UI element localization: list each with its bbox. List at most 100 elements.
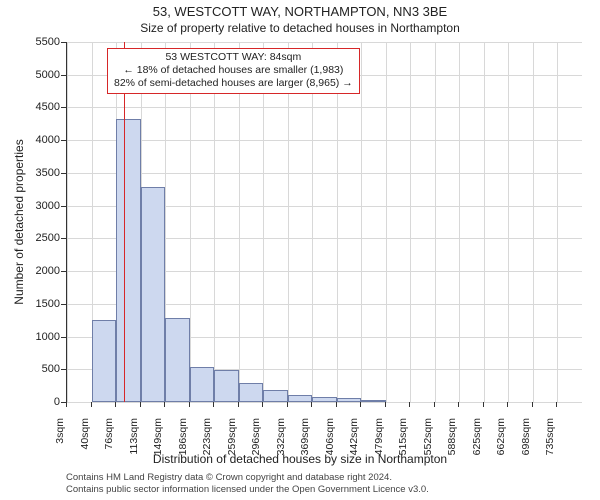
x-tick-mark <box>532 402 533 407</box>
histogram-bar <box>337 398 362 402</box>
y-tick-label: 1000 <box>10 331 60 343</box>
x-tick-label: 113sqm <box>128 418 140 468</box>
x-tick-label: 515sqm <box>397 418 409 468</box>
gridline-horizontal <box>67 140 582 141</box>
x-tick-mark <box>213 402 214 407</box>
gridline-vertical <box>190 42 191 402</box>
x-tick-mark <box>336 402 337 407</box>
y-tick-mark <box>61 75 66 76</box>
y-tick-label: 1500 <box>10 298 60 310</box>
y-tick-label: 4000 <box>10 134 60 146</box>
histogram-bar <box>288 395 313 402</box>
x-tick-label: 3sqm <box>54 418 66 468</box>
histogram-bar <box>165 318 190 402</box>
x-tick-mark <box>434 402 435 407</box>
x-tick-mark <box>507 402 508 407</box>
attribution: Contains HM Land Registry data © Crown c… <box>66 472 581 496</box>
x-tick-label: 332sqm <box>275 418 287 468</box>
x-tick-mark <box>409 402 410 407</box>
x-tick-mark <box>164 402 165 407</box>
gridline-vertical <box>67 42 68 402</box>
x-tick-label: 149sqm <box>152 418 164 468</box>
x-tick-mark <box>311 402 312 407</box>
y-tick-label: 4500 <box>10 101 60 113</box>
marker-line <box>124 42 125 402</box>
callout-line-3: 82% of semi-detached houses are larger (… <box>114 77 353 90</box>
x-tick-mark <box>287 402 288 407</box>
gridline-vertical <box>214 42 215 402</box>
x-tick-label: 406sqm <box>324 418 336 468</box>
y-tick-label: 5000 <box>10 69 60 81</box>
gridline-vertical <box>263 42 264 402</box>
gridline-vertical <box>557 42 558 402</box>
plot-area: 53 WESTCOTT WAY: 84sqm ← 18% of detached… <box>66 42 582 403</box>
x-tick-mark <box>115 402 116 407</box>
histogram-bar <box>214 370 239 402</box>
y-axis-title: Number of detached properties <box>12 139 26 304</box>
gridline-horizontal <box>67 107 582 108</box>
gridline-vertical <box>508 42 509 402</box>
histogram-bar <box>141 187 166 402</box>
y-tick-mark <box>61 304 66 305</box>
gridline-vertical <box>239 42 240 402</box>
y-tick-label: 2500 <box>10 232 60 244</box>
x-tick-label: 625sqm <box>471 418 483 468</box>
attribution-line-1: Contains HM Land Registry data © Crown c… <box>66 472 581 484</box>
x-tick-label: 735sqm <box>544 418 556 468</box>
histogram-bar <box>312 397 337 402</box>
y-tick-label: 3500 <box>10 167 60 179</box>
x-tick-label: 186sqm <box>177 418 189 468</box>
gridline-horizontal <box>67 173 582 174</box>
y-tick-mark <box>61 238 66 239</box>
gridline-vertical <box>533 42 534 402</box>
gridline-vertical <box>410 42 411 402</box>
histogram-bar <box>116 119 141 402</box>
x-tick-mark <box>483 402 484 407</box>
gridline-vertical <box>361 42 362 402</box>
x-tick-mark <box>458 402 459 407</box>
x-tick-label: 40sqm <box>79 418 91 468</box>
x-tick-label: 259sqm <box>226 418 238 468</box>
x-tick-mark <box>66 402 67 407</box>
chart-title-main: 53, WESTCOTT WAY, NORTHAMPTON, NN3 3BE <box>0 4 600 19</box>
x-tick-mark <box>262 402 263 407</box>
y-tick-label: 3000 <box>10 200 60 212</box>
y-tick-label: 5500 <box>10 36 60 48</box>
y-tick-mark <box>61 42 66 43</box>
x-tick-label: 662sqm <box>495 418 507 468</box>
gridline-vertical <box>386 42 387 402</box>
attribution-line-2: Contains public sector information licen… <box>66 484 581 496</box>
y-tick-label: 500 <box>10 363 60 375</box>
y-tick-mark <box>61 369 66 370</box>
chart-container: 53, WESTCOTT WAY, NORTHAMPTON, NN3 3BE S… <box>0 0 600 500</box>
histogram-bar <box>239 383 264 402</box>
x-tick-label: 588sqm <box>446 418 458 468</box>
x-tick-mark <box>91 402 92 407</box>
histogram-bar <box>92 320 117 402</box>
chart-title-sub: Size of property relative to detached ho… <box>0 21 600 35</box>
x-tick-mark <box>385 402 386 407</box>
gridline-vertical <box>312 42 313 402</box>
gridline-vertical <box>484 42 485 402</box>
y-tick-mark <box>61 206 66 207</box>
x-tick-label: 369sqm <box>299 418 311 468</box>
callout-line-2: ← 18% of detached houses are smaller (1,… <box>114 64 353 77</box>
histogram-bar <box>361 400 386 402</box>
gridline-vertical <box>337 42 338 402</box>
y-tick-mark <box>61 173 66 174</box>
x-tick-label: 698sqm <box>520 418 532 468</box>
callout-line-1: 53 WESTCOTT WAY: 84sqm <box>114 51 353 64</box>
y-tick-mark <box>61 337 66 338</box>
x-tick-label: 479sqm <box>373 418 385 468</box>
gridline-vertical <box>459 42 460 402</box>
gridline-vertical <box>435 42 436 402</box>
y-tick-label: 0 <box>10 396 60 408</box>
x-tick-mark <box>360 402 361 407</box>
y-tick-mark <box>61 271 66 272</box>
histogram-bar <box>190 367 215 402</box>
y-tick-label: 2000 <box>10 265 60 277</box>
y-tick-mark <box>61 107 66 108</box>
x-tick-label: 223sqm <box>201 418 213 468</box>
gridline-horizontal <box>67 402 582 403</box>
x-tick-label: 76sqm <box>103 418 115 468</box>
